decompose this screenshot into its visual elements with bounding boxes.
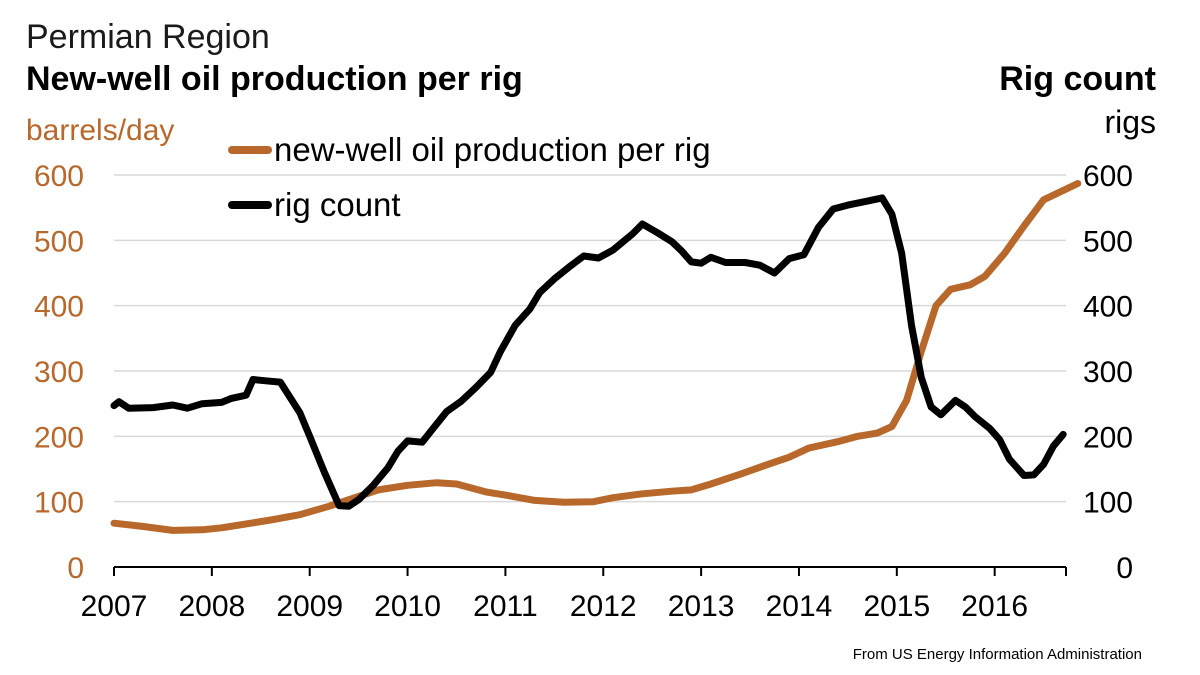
rig-count-line <box>110 194 1067 510</box>
series-lines <box>110 180 1082 534</box>
right-ytick-label: 100 <box>1083 487 1133 520</box>
right-axis-title: Rig count <box>999 60 1156 98</box>
right-ytick-label: 600 <box>1083 160 1133 193</box>
right-ytick-label: 300 <box>1083 356 1133 389</box>
left-ytick-label: 500 <box>34 225 84 258</box>
right-axis-unit: rigs <box>1104 104 1156 140</box>
tick-labels: 0 100 200 300 400 500 600 0 100 200 300 400 500 600 20… <box>34 160 1133 623</box>
legend-label: rig count <box>274 186 401 223</box>
right-ytick-label: 200 <box>1083 421 1133 454</box>
left-ytick-label: 100 <box>34 487 84 520</box>
x-tick-label: 2010 <box>374 590 441 623</box>
x-tick-label: 2008 <box>178 590 245 623</box>
production-per-rig-line <box>110 180 1082 534</box>
left-ytick-label: 600 <box>34 160 84 193</box>
axes <box>113 566 1067 576</box>
left-ytick-label: 200 <box>34 421 84 454</box>
right-ytick-label: 400 <box>1083 291 1133 324</box>
x-tick-label: 2014 <box>766 590 833 623</box>
source-note: From US Energy Information Administratio… <box>852 646 1142 663</box>
x-tick-label: 2016 <box>961 590 1028 623</box>
x-tick-label: 2012 <box>570 590 637 623</box>
x-tick-label: 2007 <box>81 590 148 623</box>
x-tick-label: 2015 <box>863 590 930 623</box>
x-tick-label: 2013 <box>668 590 735 623</box>
left-axis-unit: barrels/day <box>26 114 175 147</box>
chart-title-line-1: Permian Region <box>26 18 270 56</box>
left-ytick-label: 0 <box>67 552 84 585</box>
right-ytick-label: 0 <box>1116 552 1133 585</box>
right-ytick-label: 500 <box>1083 225 1133 258</box>
x-tick-label: 2011 <box>473 590 538 623</box>
left-ytick-label: 300 <box>34 356 84 389</box>
chart-title-line-2: New-well oil production per rig <box>26 60 523 98</box>
left-ytick-label: 400 <box>34 291 84 324</box>
legend-label: new-well oil production per rig <box>274 131 711 168</box>
legend: new-well oil production per rig rig count <box>228 131 711 223</box>
x-tick-label: 2009 <box>276 590 343 623</box>
